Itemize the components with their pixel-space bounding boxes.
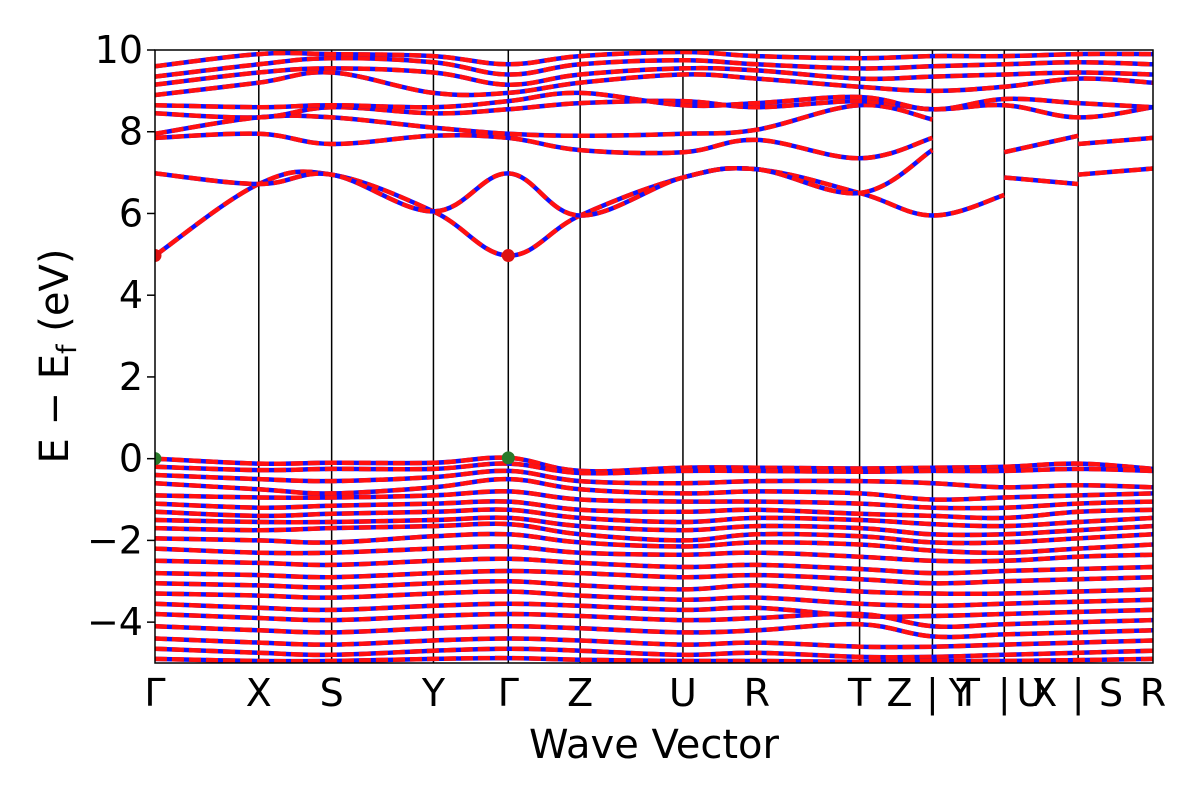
y-axis-title-main: E − E [32, 354, 78, 464]
x-tick-label: T [847, 671, 872, 715]
vbm-marker [501, 451, 515, 465]
x-tick-label: Z [886, 671, 912, 715]
cbm-marker [501, 249, 515, 263]
y-tick-label: 8 [119, 110, 143, 154]
x-tick-label: S [320, 671, 344, 715]
band-spin-down [155, 69, 1153, 98]
x-tick-label: U [669, 671, 697, 715]
band-spin-down [155, 476, 1153, 502]
band-spin-down [155, 568, 1153, 586]
x-tick-label: Y [421, 671, 446, 715]
band-spin-down [155, 611, 1153, 630]
vbm-marker [155, 452, 162, 466]
band-spin-down [155, 65, 1153, 87]
y-axis-title-unit: (eV) [32, 249, 78, 345]
y-tick-label: 10 [95, 28, 143, 72]
x-tick-label: | [1072, 671, 1085, 716]
band-lines [155, 50, 1153, 663]
band-spin-down [155, 468, 1153, 490]
x-axis-ticks: Γ X S Y Γ Z U R T Z | YT | UX | S R [144, 671, 1166, 716]
y-tick-label: 2 [119, 355, 143, 399]
band-spin-down [155, 655, 1153, 663]
y-tick-label: 0 [119, 437, 143, 481]
y-tick-label: −4 [87, 600, 143, 644]
band-spin-down [155, 636, 1153, 650]
band-spin-down [155, 544, 1153, 564]
band-spin-down [155, 55, 1153, 79]
x-axis-title: Wave Vector [529, 722, 780, 768]
x-tick-label: R [1140, 671, 1166, 715]
band-spin-down [155, 531, 1153, 556]
x-tick-label: X [246, 671, 272, 715]
y-axis-title-subscript: f [52, 343, 83, 354]
cbm-marker [155, 249, 162, 263]
band-spin-down [155, 90, 1153, 112]
x-tick-label: T [956, 671, 981, 715]
band-spin-down [155, 601, 1153, 620]
band-spin-down [155, 165, 1005, 258]
extrema-markers [155, 249, 515, 466]
band-spin-down [1078, 166, 1153, 177]
band-spin-down [155, 515, 1153, 538]
x-tick-label: | [926, 671, 939, 716]
plot-frame [154, 49, 1154, 664]
band-spin-down [155, 461, 1153, 476]
x-tick-label: U [1016, 671, 1044, 715]
x-tick-label: Γ [498, 671, 519, 715]
band-spin-down [155, 521, 1153, 546]
y-axis-ticks: −4 −2 0 2 4 6 8 10 [87, 28, 155, 644]
band-spin-down [155, 646, 1153, 660]
band-spin-down [155, 148, 934, 218]
x-tick-label: Γ [144, 671, 165, 715]
band-spin-down [155, 499, 1153, 521]
band-spin-down [155, 102, 933, 139]
y-tick-label: 6 [119, 191, 143, 235]
band-spin-down [155, 556, 1153, 576]
band-spin-down [155, 131, 934, 161]
x-tick-label: Y [948, 671, 973, 715]
y-axis-title: E − Ef (eV) [32, 249, 83, 464]
band-spin-down [155, 621, 1153, 640]
band-spin-down [155, 507, 1153, 529]
band-spin-down [155, 589, 1153, 609]
band-spin-down [1004, 175, 1079, 187]
band-spin-down [155, 578, 1153, 597]
x-tick-label: R [744, 671, 770, 715]
band-spin-down [155, 50, 1153, 69]
x-tick-label: Z [567, 671, 593, 715]
band-spin-down [1078, 135, 1153, 147]
band-spin-down [155, 489, 1153, 511]
y-tick-label: −2 [87, 518, 143, 562]
x-tick-label: | [998, 671, 1011, 716]
y-tick-label: 4 [119, 273, 143, 317]
band-spin-down [155, 455, 1153, 474]
x-tick-label: X [1031, 671, 1057, 715]
x-tick-label: S [1099, 671, 1123, 715]
band-spin-down [1003, 133, 1079, 155]
